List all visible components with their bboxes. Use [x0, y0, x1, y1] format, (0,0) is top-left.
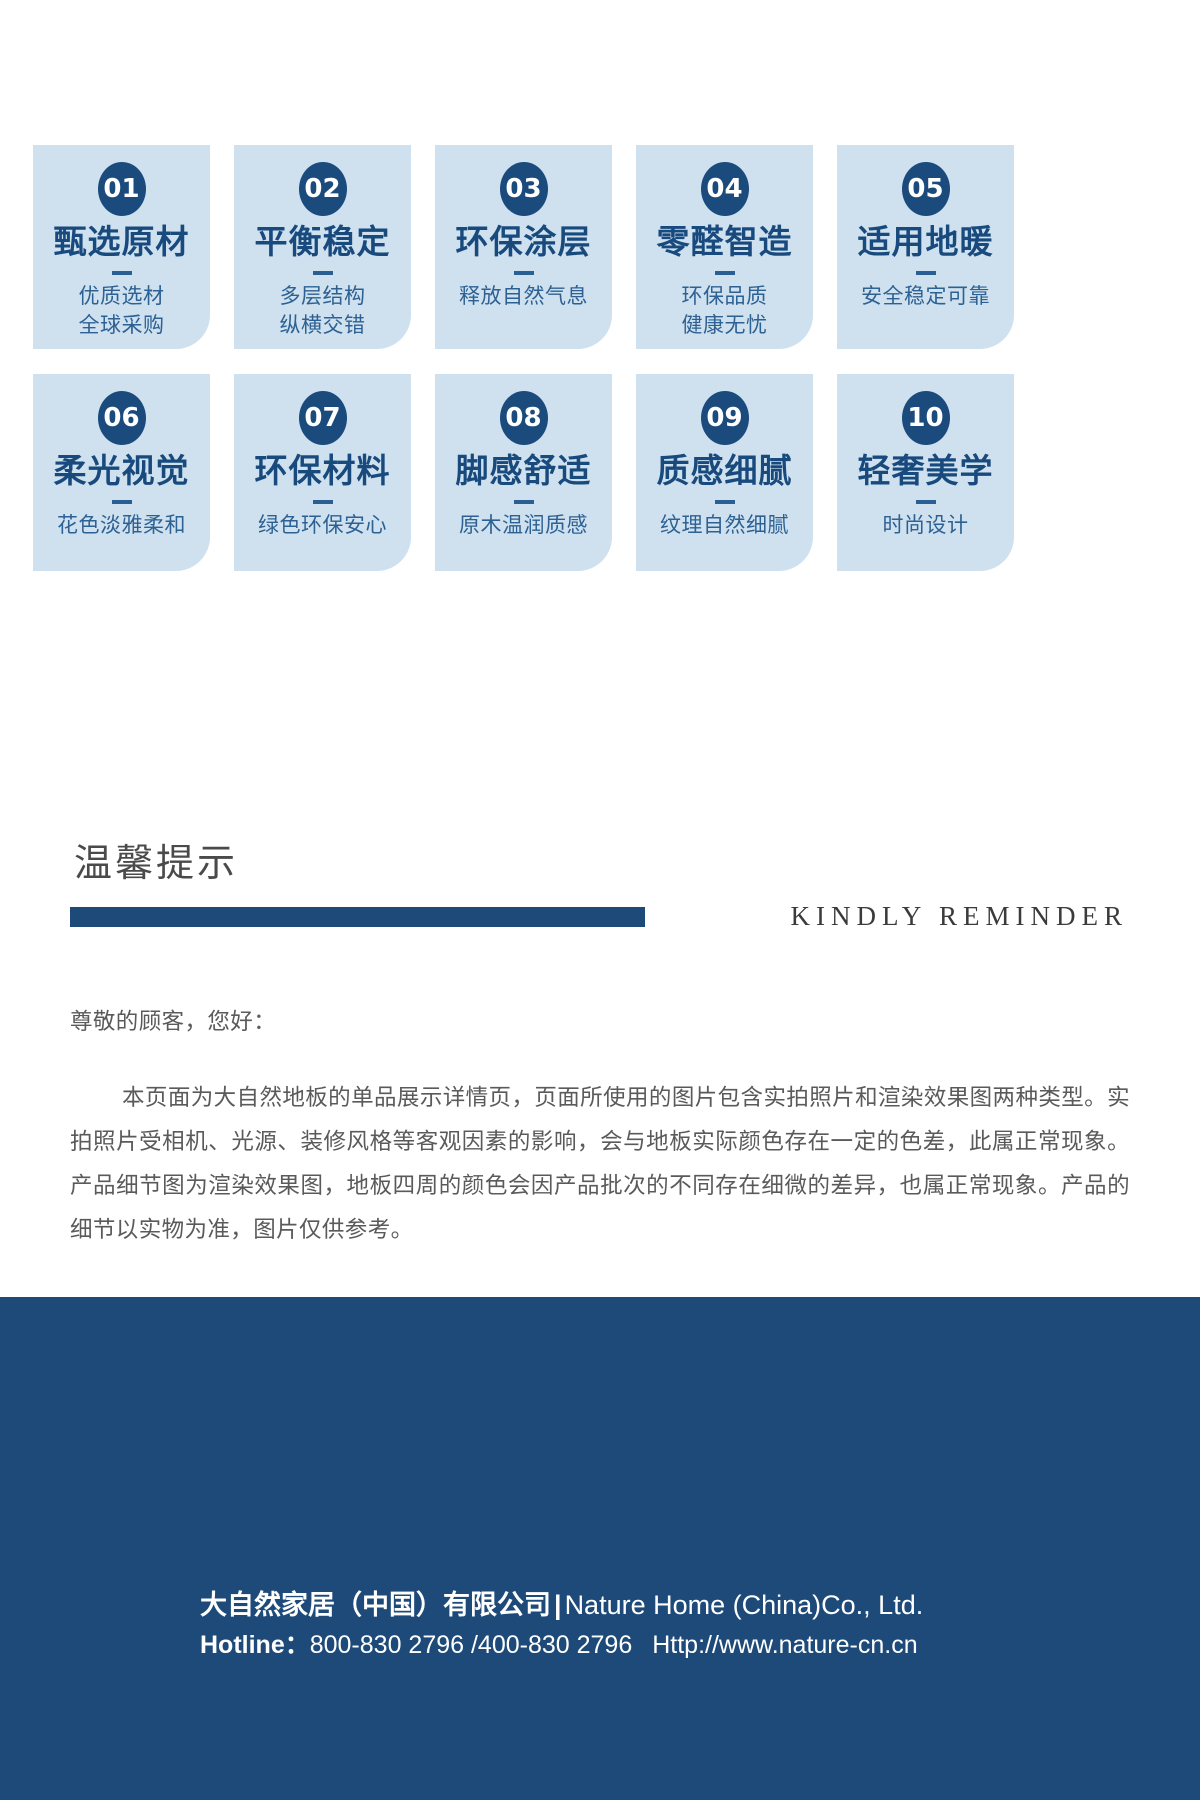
feature-number-badge: 10 — [901, 390, 950, 445]
footer-company-cn: 大自然家居（中国）有限公司 — [200, 1590, 551, 1620]
reminder-body: 尊敬的顾客，您好： 本页面为大自然地板的单品展示详情页，页面所使用的图片包含实拍… — [70, 1000, 1130, 1251]
feature-subtitle: 花色淡雅柔和 — [33, 512, 210, 541]
feature-title: 环保材料 — [254, 451, 391, 489]
footer-separator: | — [554, 1590, 562, 1620]
footer-hotline-label: Hotline： — [200, 1631, 310, 1660]
reminder-heading-block: 温馨提示 KINDLY REMINDER — [70, 845, 1130, 932]
feature-card-05[interactable]: 05 适用地暖 安全稳定可靠 — [837, 145, 1014, 349]
divider-dash — [111, 499, 132, 504]
feature-number-badge: 04 — [700, 162, 749, 216]
feature-subtitle: 纹理自然细腻 — [636, 512, 813, 541]
feature-card-07[interactable]: 07 环保材料 绿色环保安心 — [234, 373, 411, 571]
footer-website[interactable]: Http://www.nature-cn.cn — [652, 1631, 918, 1660]
footer-company-line: 大自然家居（中国）有限公司 | Nature Home (China)Co., Lt… — [200, 1587, 1200, 1623]
divider-dash — [915, 270, 936, 275]
divider-dash — [513, 499, 534, 504]
page-footer: 大自然家居（中国）有限公司 | Nature Home (China)Co., Lt… — [0, 1297, 1200, 1800]
feature-subtitle: 安全稳定可靠 — [837, 283, 1014, 312]
feature-subtitle-line: 环保品质 — [681, 284, 768, 308]
feature-number-badge: 05 — [901, 162, 950, 216]
feature-grid: 01 甄选原材 优质选材 全球采购 02 平衡稳定 多层结构 纵横交错 03 环… — [0, 0, 1200, 571]
feature-subtitle-line: 优质选材 — [78, 284, 165, 308]
feature-subtitle-line: 原木温润质感 — [459, 513, 588, 537]
feature-subtitle-line: 健康无忧 — [681, 313, 768, 337]
feature-card-01[interactable]: 01 甄选原材 优质选材 全球采购 — [33, 145, 210, 349]
feature-number-badge: 06 — [97, 390, 146, 445]
reminder-title-en: KINDLY REMINDER — [790, 901, 1128, 931]
feature-subtitle-line: 纵横交错 — [279, 313, 366, 337]
feature-card-03[interactable]: 03 环保涂层 释放自然气息 — [435, 145, 612, 349]
reminder-title-cn: 温馨提示 — [74, 843, 239, 885]
feature-subtitle-line: 纹理自然细腻 — [660, 513, 789, 537]
feature-subtitle-line: 安全稳定可靠 — [861, 284, 990, 308]
feature-card-09[interactable]: 09 质感细腻 纹理自然细腻 — [636, 373, 813, 571]
feature-subtitle-line: 释放自然气息 — [459, 284, 588, 308]
feature-subtitle: 时尚设计 — [837, 512, 1014, 541]
feature-number-badge: 08 — [499, 390, 548, 445]
feature-number-badge: 07 — [298, 390, 347, 445]
divider-dash — [714, 499, 735, 504]
divider-dash — [513, 270, 534, 275]
feature-subtitle-line: 时尚设计 — [882, 513, 969, 537]
feature-subtitle: 绿色环保安心 — [234, 512, 411, 541]
feature-row-2: 06 柔光视觉 花色淡雅柔和 07 环保材料 绿色环保安心 08 脚感舒适 原木… — [0, 373, 1200, 571]
divider-dash — [312, 270, 333, 275]
feature-title: 环保涂层 — [455, 223, 592, 260]
feature-number-badge: 03 — [499, 162, 548, 216]
feature-number-badge: 09 — [700, 390, 749, 445]
feature-title: 脚感舒适 — [455, 451, 592, 489]
feature-title: 轻奢美学 — [857, 451, 994, 489]
feature-card-02[interactable]: 02 平衡稳定 多层结构 纵横交错 — [234, 145, 411, 349]
feature-subtitle: 多层结构 纵横交错 — [234, 283, 411, 341]
feature-number-badge: 01 — [97, 162, 146, 216]
kindly-reminder-section: 温馨提示 KINDLY REMINDER 尊敬的顾客，您好： 本页面为大自然地板… — [0, 845, 1200, 1251]
feature-subtitle: 环保品质 健康无忧 — [636, 283, 813, 341]
divider-dash — [714, 270, 735, 275]
feature-row-1: 01 甄选原材 优质选材 全球采购 02 平衡稳定 多层结构 纵横交错 03 环… — [0, 145, 1200, 349]
divider-dash — [915, 499, 936, 504]
reminder-paragraph: 本页面为大自然地板的单品展示详情页，页面所使用的图片包含实拍照片和渲染效果图两种… — [70, 1084, 1130, 1242]
footer-contact-line: Hotline：800-830 2796 /400-830 2796 Http:/… — [200, 1627, 1200, 1665]
feature-card-06[interactable]: 06 柔光视觉 花色淡雅柔和 — [33, 373, 210, 571]
feature-card-08[interactable]: 08 脚感舒适 原木温润质感 — [435, 373, 612, 571]
feature-title: 质感细腻 — [656, 451, 793, 489]
footer-hotline-value: 800-830 2796 /400-830 2796 — [309, 1631, 633, 1660]
reminder-greeting: 尊敬的顾客，您好： — [70, 1009, 277, 1034]
reminder-bar — [70, 906, 645, 927]
feature-subtitle: 释放自然气息 — [435, 283, 612, 312]
divider-dash — [312, 499, 333, 504]
feature-title: 甄选原材 — [53, 223, 190, 260]
divider-dash — [111, 270, 132, 275]
feature-title: 零醛智造 — [656, 223, 793, 260]
feature-subtitle-line: 花色淡雅柔和 — [57, 513, 186, 537]
feature-subtitle-line: 绿色环保安心 — [258, 513, 387, 537]
footer-company-en: Nature Home (China)Co., Ltd. — [564, 1590, 924, 1620]
feature-title: 适用地暖 — [857, 223, 994, 260]
feature-subtitle: 优质选材 全球采购 — [33, 283, 210, 341]
feature-subtitle: 原木温润质感 — [435, 512, 612, 541]
feature-number-badge: 02 — [298, 162, 347, 216]
feature-subtitle-line: 全球采购 — [78, 313, 165, 337]
feature-card-04[interactable]: 04 零醛智造 环保品质 健康无忧 — [636, 145, 813, 349]
feature-subtitle-line: 多层结构 — [279, 284, 366, 308]
feature-card-10[interactable]: 10 轻奢美学 时尚设计 — [837, 373, 1014, 571]
reminder-rule: KINDLY REMINDER — [70, 901, 1130, 932]
feature-title: 平衡稳定 — [254, 223, 391, 260]
feature-title: 柔光视觉 — [53, 451, 190, 489]
